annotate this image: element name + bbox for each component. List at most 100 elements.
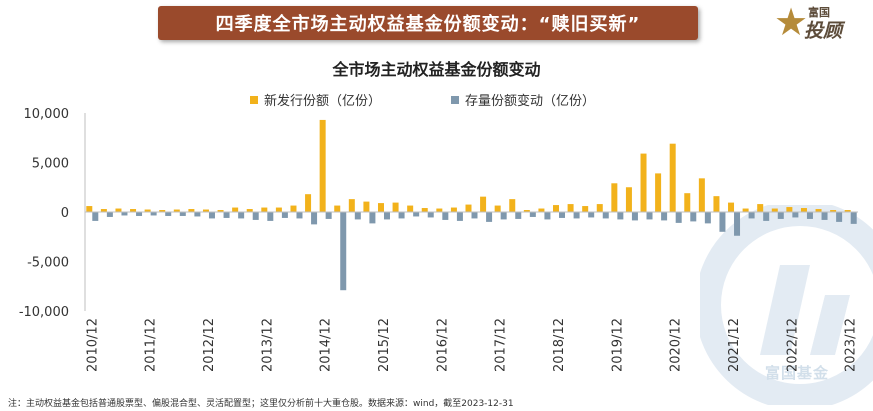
bar-new-issue <box>217 210 224 212</box>
bar-new-issue <box>684 193 691 212</box>
bar-new-issue <box>159 210 166 212</box>
bar-new-issue <box>450 207 457 212</box>
bar-stock-change <box>486 212 493 222</box>
brand-logo: ★ 富国 投顾 <box>774 2 866 46</box>
bar-new-issue <box>757 204 764 212</box>
bar-stock-change <box>427 212 434 218</box>
bar-new-issue <box>771 208 778 212</box>
bar-new-issue <box>334 205 341 212</box>
bar-new-issue <box>232 207 239 212</box>
bar-stock-change <box>369 212 376 224</box>
bar-new-issue <box>348 199 355 212</box>
bar-new-issue <box>261 207 268 212</box>
x-tick-label: 2018/12 <box>552 318 567 372</box>
bar-stock-change <box>267 212 274 221</box>
bar-new-issue <box>567 204 574 212</box>
bar-stock-change <box>311 212 318 225</box>
bar-new-issue <box>800 208 807 212</box>
bar-new-issue <box>173 209 180 212</box>
bar-stock-change <box>821 212 828 220</box>
bar-stock-change <box>806 212 813 219</box>
bar-stock-change <box>150 212 157 216</box>
bar-new-issue <box>407 205 414 212</box>
banner-title: 四季度全市场主动权益基金份额变动：“赎旧买新” <box>215 14 641 35</box>
bar-stock-change <box>208 212 215 219</box>
bar-stock-change <box>252 212 259 220</box>
y-tick-label: 10,000 <box>24 107 70 122</box>
bar-new-issue <box>728 202 735 212</box>
x-tick-label: 2015/12 <box>377 318 392 372</box>
bar-new-issue <box>246 209 253 212</box>
bar-stock-change <box>442 212 449 220</box>
bar-stock-change <box>223 212 230 218</box>
bar-stock-change <box>500 212 507 220</box>
chart-title: 全市场主动权益基金份额变动 <box>332 60 541 79</box>
bar-stock-change <box>690 212 697 222</box>
bar-stock-change <box>661 212 668 221</box>
bar-stock-change <box>383 212 390 220</box>
bar-new-issue <box>188 209 195 212</box>
bar-stock-change <box>748 212 755 219</box>
bar-stock-change <box>354 212 361 220</box>
bar-new-issue <box>465 204 472 212</box>
bar-stock-change <box>515 212 522 219</box>
legend-item-new-issue: 新发行份额（亿份） <box>250 90 381 109</box>
bar-new-issue <box>480 196 487 212</box>
bar-stock-change <box>777 212 784 219</box>
bar-stock-change <box>719 212 726 232</box>
x-tick-label: 2021/12 <box>727 318 742 372</box>
bar-new-issue <box>713 196 720 212</box>
x-tick-label: 2019/12 <box>610 318 625 372</box>
bar-new-issue <box>305 194 312 212</box>
x-tick-label: 2022/12 <box>785 318 800 372</box>
bar-new-issue <box>86 206 93 212</box>
bar-new-issue <box>698 178 705 212</box>
bar-new-issue <box>523 210 530 212</box>
bar-stock-change <box>763 212 770 221</box>
bar-new-issue <box>655 173 662 212</box>
bar-new-issue <box>553 205 560 212</box>
bar-new-issue <box>742 208 749 212</box>
bar-stock-change <box>704 212 711 224</box>
x-tick-label: 2020/12 <box>669 318 684 372</box>
bar-stock-change <box>121 212 128 216</box>
legend-swatch-new-issue <box>250 95 258 104</box>
bar-stock-change <box>734 212 741 236</box>
bar-new-issue <box>611 183 618 212</box>
bar-stock-change <box>238 212 245 219</box>
bar-stock-change <box>398 212 405 219</box>
bar-stock-change <box>675 212 682 223</box>
bar-new-issue <box>538 208 545 212</box>
bar-stock-change <box>340 212 347 291</box>
bar-stock-change <box>850 212 857 224</box>
star-logo-icon: ★ <box>774 0 809 44</box>
x-tick-label: 2017/12 <box>494 318 509 372</box>
footnote: 注：主动权益基金包括普通股票型、偏股混合型、灵活配置型；这里仅分析前十大重仓股。… <box>8 399 514 409</box>
bar-stock-change <box>529 212 536 217</box>
legend-swatch-stock-change <box>451 95 460 104</box>
bar-new-issue <box>509 199 516 212</box>
bar-new-issue <box>844 210 851 212</box>
bar-stock-change <box>136 212 143 216</box>
x-tick-label: 2013/12 <box>260 318 275 372</box>
bar-new-issue <box>830 210 837 212</box>
bar-new-issue <box>392 202 399 212</box>
x-tick-label: 2014/12 <box>319 318 334 372</box>
bar-stock-change <box>617 212 624 220</box>
bar-stock-change <box>106 212 113 217</box>
bar-new-issue <box>202 209 209 212</box>
bar-stock-change <box>602 212 609 219</box>
logo-main-text: 投顾 <box>804 20 843 42</box>
bar-new-issue <box>815 209 822 212</box>
y-tick-label: -5,000 <box>27 256 69 271</box>
legend-label-new-issue: 新发行份额（亿份） <box>264 94 382 109</box>
legend-item-stock-change: 存量份额变动（亿份） <box>451 90 595 109</box>
bar-new-issue <box>494 205 501 212</box>
chart-legend: 新发行份额（亿份） 存量份额变动（亿份） <box>250 90 595 109</box>
y-tick-label: 5,000 <box>32 157 69 172</box>
bar-new-issue <box>582 206 589 212</box>
bar-stock-change <box>792 212 799 218</box>
bar-new-issue <box>421 208 428 212</box>
bar-stock-change <box>631 212 638 221</box>
